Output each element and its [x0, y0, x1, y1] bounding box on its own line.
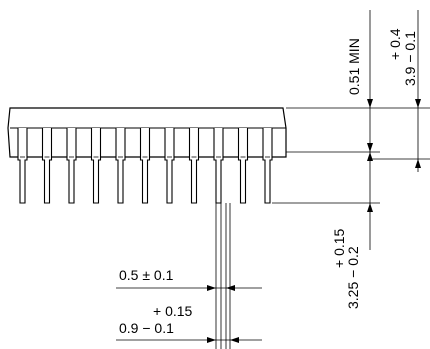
arrow-lead-narrow-right [226, 285, 235, 291]
lead-7 [164, 128, 175, 204]
lead-6 [139, 128, 151, 204]
arrow-total-down [415, 99, 421, 108]
lead-10 [237, 128, 249, 204]
arrow-lead-length-up [367, 203, 373, 212]
leads [17, 128, 273, 204]
lead-9 [213, 128, 224, 204]
label-lead-wide: 0.9 − 0.1 [119, 320, 174, 336]
lead-3 [66, 128, 77, 204]
label-total-tol-plus: + 0.4 [387, 28, 403, 60]
lead-8 [188, 128, 200, 204]
arrow-lead-narrow-left [207, 285, 216, 291]
label-lead-length-tol-plus: + 0.15 [331, 228, 347, 268]
arrow-lead-wide-left [207, 337, 216, 343]
label-lead-length: 3.25 − 0.2 [345, 246, 361, 309]
arrow-body-min-up [367, 152, 373, 161]
lead-2 [41, 128, 53, 204]
arrow-lead-wide-right [230, 337, 239, 343]
label-lead-narrow: 0.5 ± 0.1 [119, 267, 174, 283]
label-body-min: 0.51 MIN [346, 38, 362, 95]
arrow-body-min-down [367, 99, 373, 108]
lead-1 [17, 128, 28, 204]
lead-11 [262, 128, 273, 204]
arrow-total-up [415, 159, 421, 168]
label-total-height: 3.9 − 0.1 [402, 31, 418, 86]
arrow-lead-length-down [367, 143, 373, 152]
lead-5 [115, 128, 126, 204]
label-lead-wide-tol-plus: + 0.15 [153, 303, 193, 319]
lead-4 [90, 128, 102, 204]
